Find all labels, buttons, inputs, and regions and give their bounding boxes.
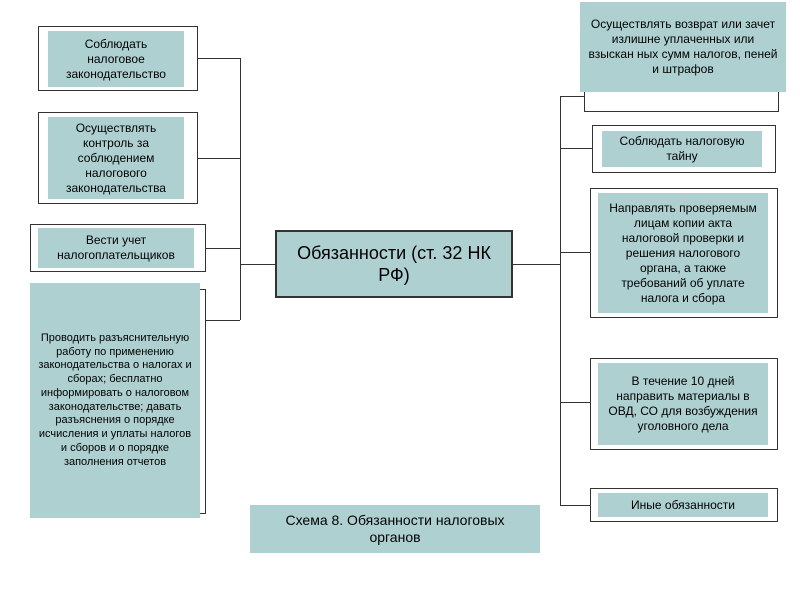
conn-r1 xyxy=(560,96,584,97)
left-box-2-text: Осуществлять контроль за соблюдением нал… xyxy=(56,121,176,196)
conn-left-to-center xyxy=(240,264,275,265)
right-box-3: Направлять проверяемым лицам копии акта … xyxy=(598,193,768,313)
right-box-1-text: Осуществлять возврат или зачет излишне у… xyxy=(588,17,778,77)
left-box-4-text: Проводить разъяснительную работу по прим… xyxy=(38,332,192,470)
right-box-4-text: В течение 10 дней направить материалы в … xyxy=(606,374,760,434)
conn-r4 xyxy=(560,402,590,403)
conn-l2 xyxy=(198,158,240,159)
right-box-4: В течение 10 дней направить материалы в … xyxy=(598,363,768,445)
center-box: Обязанности (ст. 32 НК РФ) xyxy=(275,230,513,298)
left-box-3: Вести учет налогоплательщиков xyxy=(38,228,194,268)
conn-l4-v xyxy=(240,264,241,320)
conn-right-spine xyxy=(560,96,561,505)
conn-l4-h xyxy=(206,320,240,321)
conn-r5 xyxy=(560,505,590,506)
left-box-4: Проводить разъяснительную работу по прим… xyxy=(30,283,200,518)
caption-box: Схема 8. Обязанности налоговых органов xyxy=(250,505,540,553)
left-box-3-text: Вести учет налогоплательщиков xyxy=(46,233,186,263)
conn-center-to-right xyxy=(513,264,560,265)
conn-l1 xyxy=(198,58,240,59)
conn-r3 xyxy=(560,252,590,253)
conn-r2 xyxy=(560,148,592,149)
right-box-5: Иные обязанности xyxy=(598,493,768,517)
right-box-2: Соблюдать налоговую тайну xyxy=(602,131,762,167)
right-box-5-text: Иные обязанности xyxy=(631,498,735,513)
right-box-1: Осуществлять возврат или зачет излишне у… xyxy=(580,2,786,92)
caption-text: Схема 8. Обязанности налоговых органов xyxy=(258,512,532,547)
left-box-2: Осуществлять контроль за соблюдением нал… xyxy=(48,117,184,199)
center-text: Обязанности (ст. 32 НК РФ) xyxy=(285,242,503,287)
right-box-2-text: Соблюдать налоговую тайну xyxy=(610,134,754,164)
left-box-1-text: Соблюдать налоговое законодательство xyxy=(56,37,176,82)
left-box-1: Соблюдать налоговое законодательство xyxy=(48,31,184,87)
conn-l3 xyxy=(206,248,240,249)
right-box-3-text: Направлять проверяемым лицам копии акта … xyxy=(606,201,760,306)
conn-left-spine xyxy=(240,58,241,264)
